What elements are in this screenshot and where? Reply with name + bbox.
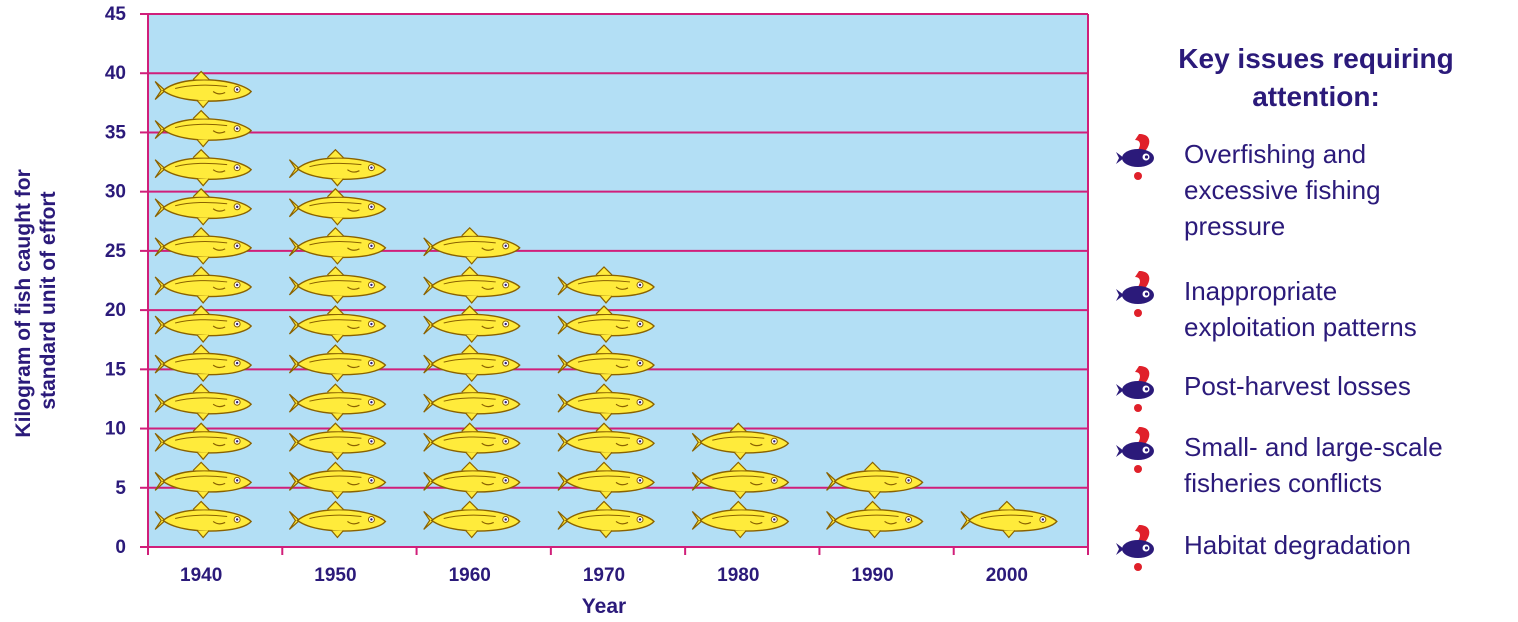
key-issue-line: Small- and large-scale <box>1184 432 1443 462</box>
x-tick-label: 1980 <box>717 565 759 586</box>
y-tick-label: 35 <box>105 122 127 143</box>
key-issue-text: Overfishing and excessive fishing pressure <box>1184 136 1504 244</box>
key-issue-line: Inappropriate <box>1184 276 1338 306</box>
y-tick-label: 15 <box>105 359 127 380</box>
x-tick-label: 1990 <box>851 565 893 586</box>
key-issue-line: excessive fishing <box>1184 175 1381 205</box>
y-tick-label: 0 <box>115 537 126 558</box>
axes: 0 5 10 15 20 25 30 35 40 45 1940 1950 1960 1970 1980 19… <box>105 4 1089 586</box>
y-tick-label: 10 <box>105 419 126 440</box>
fish-warning-icon <box>1108 267 1170 329</box>
key-issues-panel: Key issues requiring attention: Overfish… <box>1108 40 1508 571</box>
key-issue-line: pressure <box>1184 211 1286 241</box>
x-tick-label: 1940 <box>180 565 222 586</box>
y-axis-title-line-1: Kilogram of fish caught for <box>12 169 35 437</box>
y-axis-title: Kilogram of fish caught for standard uni… <box>12 163 60 437</box>
y-tick-label: 20 <box>105 300 126 321</box>
key-issue-text: Post-harvest losses <box>1184 368 1504 404</box>
key-issue-text: Small- and large-scale fisheries conflict… <box>1184 429 1504 501</box>
key-issue-text: Inappropriate exploitation patterns <box>1184 273 1504 345</box>
key-issue-line: exploitation patterns <box>1184 312 1417 342</box>
key-issue-line: Overfishing and <box>1184 139 1367 169</box>
x-axis-title: Year <box>582 595 626 618</box>
fish-warning-icon <box>1108 521 1170 583</box>
y-tick-label: 25 <box>105 241 127 262</box>
key-issue-text: Habitat degradation <box>1184 527 1504 563</box>
fish-warning-icon <box>1108 130 1170 192</box>
fish-warning-icon <box>1108 423 1170 485</box>
x-tick-label: 1970 <box>583 565 625 586</box>
y-tick-label: 30 <box>105 182 126 203</box>
x-tick-label: 1950 <box>314 565 356 586</box>
bar-1980 <box>691 422 789 539</box>
y-tick-label: 45 <box>105 4 127 25</box>
key-issues-title: Key issues requiring attention: <box>1136 40 1496 116</box>
fish-warning-icon <box>1108 362 1170 424</box>
key-issue-line: Post-harvest losses <box>1184 371 1411 401</box>
key-issues-title-line-2: attention: <box>1252 81 1380 112</box>
y-axis-title-line-2: standard unit of effort <box>37 191 60 409</box>
y-tick-label: 40 <box>105 63 126 84</box>
key-issue-line: fisheries conflicts <box>1184 468 1382 498</box>
x-tick-label: 2000 <box>986 565 1028 586</box>
y-tick-label: 5 <box>115 478 126 499</box>
x-tick-label: 1960 <box>449 565 491 586</box>
key-issues-title-line-1: Key issues requiring <box>1178 43 1454 74</box>
key-issue-line: Habitat degradation <box>1184 530 1411 560</box>
